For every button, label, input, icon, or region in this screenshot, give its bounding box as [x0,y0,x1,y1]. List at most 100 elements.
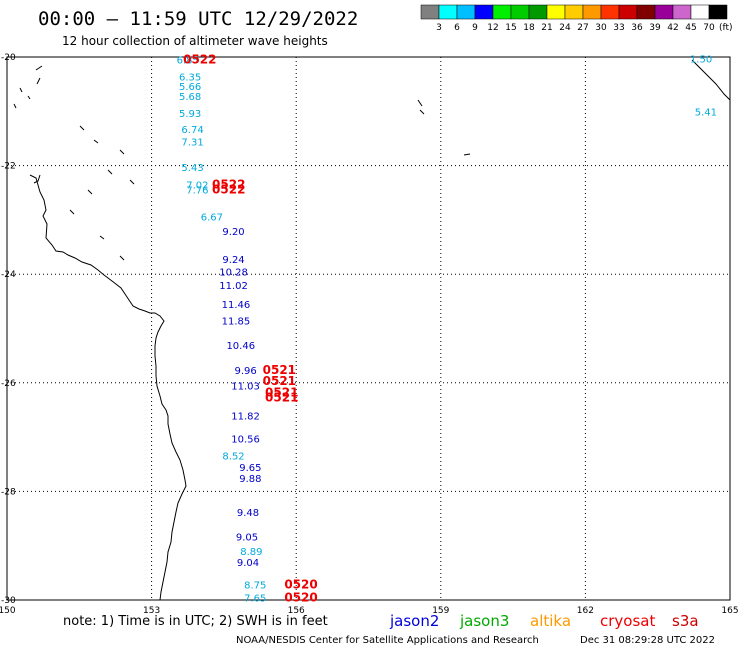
legend-jason3: jason3 [459,612,509,630]
reef-mark [463,153,471,156]
colorbar-swatch [438,4,458,20]
colorbar-swatch [528,4,548,20]
coastline-australia [29,174,187,601]
y-tick-label: -24 [1,270,16,280]
reef-mark [93,139,99,144]
wave-height-value: 7.02 [186,181,208,192]
coastline-new-caledonia [691,59,731,101]
wave-height-value: 9.04 [237,558,259,569]
colorbar-label: 6 [454,23,460,33]
colorbar-swatch [690,4,710,20]
grid [7,57,730,600]
reef-mark [69,209,75,215]
reef-mark [129,179,135,185]
wave-height-value: 5.68 [179,92,201,103]
reef-mark [36,77,41,85]
colorbar-swatch [510,4,530,20]
colorbar-label: 30 [595,23,607,33]
wave-height-value: 1.50 [690,55,712,66]
pass-label: 0522 [212,178,245,192]
pass-label: 0522 [212,182,245,196]
satellite-legend: jason2 jason3 altika cryosat s3a [389,612,699,630]
wave-height-value: 9.88 [239,474,261,485]
reef-mark [19,87,23,93]
y-tick-label: -20 [1,53,16,63]
wave-height-value: 7.76 [186,185,208,196]
colorbar-swatch [564,4,584,20]
reef-mark [35,65,43,71]
colorbar-unit: (ft) [719,23,733,33]
x-tick-label: 150 [0,606,16,616]
reef-marks [13,65,471,261]
y-tick-label: -26 [1,379,16,389]
colorbar-label: 24 [559,23,571,33]
reef-mark [419,109,425,115]
wave-height-value: 9.20 [222,227,244,238]
pass-label: 0521 [265,386,298,400]
legend-s3a: s3a [672,612,699,630]
legend-altika: altika [530,612,571,630]
colorbar-swatch [672,4,692,20]
reef-mark [27,95,31,100]
footer-credit: NOAA/NESDIS Center for Satellite Applica… [236,635,539,646]
colorbar-swatch [546,4,566,20]
reef-mark [417,99,423,107]
colorbar-swatch [654,4,674,20]
colorbar-label: 15 [505,23,516,33]
wave-height-value: 5.93 [179,109,201,120]
pass-label: 0520 [284,577,317,591]
x-tick-label: 165 [721,606,738,616]
reef-mark [79,125,85,131]
colorbar-label: 12 [487,23,498,33]
wave-height-value: 7.31 [181,138,203,149]
colorbar-label: 70 [703,23,715,33]
axis-ticks: 150 153 156 159 162 165 -20 -22 -24 -26 -28 -30 [0,53,739,616]
wave-height-value: 8.89 [240,547,262,558]
footer-timestamp: Dec 31 08:29:28 UTC 2022 [580,635,715,646]
wave-height-value: 6.67 [201,213,223,224]
colorbar-swatch [420,4,440,20]
colorbar-label: 18 [523,23,535,33]
wave-height-value: 7.65 [244,593,266,604]
colorbar-swatch [708,4,728,20]
colorbar-label: 42 [667,23,678,33]
reef-mark [13,103,17,109]
colorbar-swatch [582,4,602,20]
legend-cryosat: cryosat [600,612,655,630]
wave-height-value: 11.82 [231,411,260,422]
colorbar-label: 45 [685,23,696,33]
colorbar-label: 36 [631,23,643,33]
colorbar-swatch [636,4,656,20]
coastline [29,59,731,601]
wave-height-value: 6.35 [179,73,201,84]
colorbar-label: 21 [541,23,552,33]
y-tick-label: -22 [1,162,16,172]
pass-label: 0521 [263,363,296,377]
wave-height-value: 9.65 [239,463,261,474]
footer-note: note: 1) Time is in UTC; 2) SWH is in fe… [63,614,328,629]
chart-title: 00:00 – 11:59 UTC 12/29/2022 [38,8,358,30]
colorbar: 3 6 9 12 15 18 21 24 27 30 33 36 39 42 45 70 (ft) [420,4,733,33]
wave-height-value: 6.85 [177,56,199,67]
colorbar-swatch [474,4,494,20]
x-tick-label: 153 [143,606,160,616]
x-tick-label: 162 [577,606,594,616]
coastline-island [33,174,41,184]
wave-height-value: 6.74 [181,125,203,136]
wave-height-value: 9.96 [234,366,256,377]
reef-mark [119,149,125,155]
reef-mark [99,235,105,240]
wave-height-value: 10.56 [231,435,260,446]
wave-height-value: 11.03 [231,382,260,393]
chart-subtitle: 12 hour collection of altimeter wave hei… [62,34,328,48]
wave-height-value: 11.46 [222,300,251,311]
colorbar-label: 27 [577,23,588,33]
y-tick-label: -28 [1,487,16,497]
pass-label: 0520 [284,590,317,604]
colorbar-swatch [618,4,638,20]
wave-height-value: 9.24 [222,255,244,266]
x-tick-label: 156 [288,606,305,616]
